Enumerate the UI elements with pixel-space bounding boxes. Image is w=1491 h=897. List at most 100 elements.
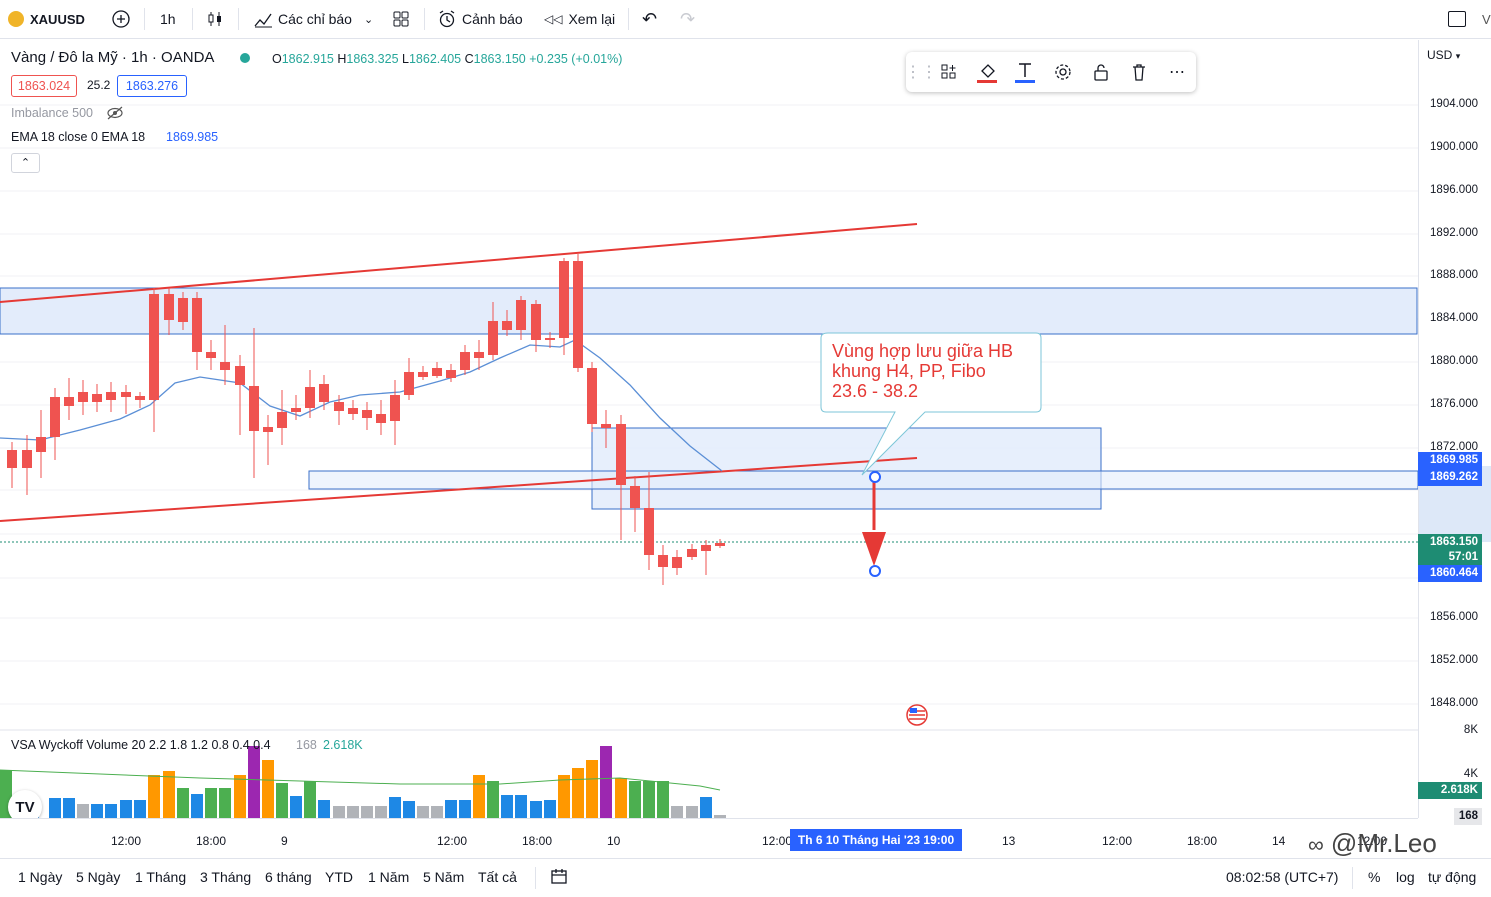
range-button[interactable]: YTD	[325, 869, 353, 885]
chart-canvas[interactable]	[0, 40, 1418, 818]
clock-timezone[interactable]: 08:02:58 (UTC+7)	[1226, 869, 1339, 885]
candle-body	[334, 402, 344, 411]
volume-bar	[163, 771, 175, 818]
volume-bar	[290, 796, 302, 818]
ema-line[interactable]	[0, 339, 723, 472]
upper-trendline[interactable]	[0, 223, 918, 303]
volume-bar	[657, 781, 669, 818]
alerts-button[interactable]: Cảnh báo	[436, 0, 523, 38]
compare-symbol-button[interactable]	[110, 0, 132, 38]
object-tree-icon[interactable]	[938, 61, 960, 83]
volume-value: 2.618K	[323, 738, 363, 752]
calendar-icon	[551, 869, 567, 884]
candles[interactable]	[7, 254, 725, 585]
sell-button[interactable]: 1863.024	[11, 75, 77, 97]
candle-body	[362, 410, 372, 418]
target-price-tag: 1860.464	[1418, 565, 1482, 582]
buy-button[interactable]: 1863.276	[117, 75, 187, 97]
fill-color-icon[interactable]	[976, 61, 998, 83]
candle-body	[644, 508, 654, 555]
range-button[interactable]: Tất cả	[478, 869, 517, 885]
ema-indicator-label[interactable]: EMA 18 close 0 EMA 18	[11, 130, 146, 144]
open-label: O	[272, 52, 282, 66]
auto-scale-toggle[interactable]: tự động	[1428, 869, 1477, 885]
arrow-head[interactable]	[862, 532, 886, 566]
candle-body	[545, 338, 555, 340]
range-button[interactable]: 1 Ngày	[18, 869, 63, 885]
currency-label: USD	[1427, 48, 1453, 62]
range-button[interactable]: 1 Năm	[368, 869, 410, 885]
range-button[interactable]: 1 Tháng	[135, 869, 187, 885]
crosshair-time-tag: Th 6 10 Tháng Hai '23 19:00	[790, 829, 962, 851]
collapse-legend-button[interactable]: ⌃	[11, 153, 40, 173]
fullscreen-button[interactable]	[1448, 0, 1466, 38]
chart-type-button[interactable]	[204, 0, 226, 38]
indicators-button[interactable]: Các chỉ báo	[252, 0, 352, 38]
time-axis-label: 13	[1002, 834, 1016, 848]
volume-bar	[544, 800, 556, 818]
range-button[interactable]: 3 Tháng	[200, 869, 252, 885]
volume-bar	[191, 794, 203, 818]
drag-handle-icon[interactable]: ⋮⋮	[905, 64, 937, 81]
time-axis-label: 14	[1272, 834, 1286, 848]
goto-date-button[interactable]	[550, 867, 568, 888]
volume-bar	[361, 806, 373, 818]
top-toolbar: XAUUSD 1h Các chỉ báo ⌄ Cảnh báo ◁◁ Xem	[0, 0, 1491, 39]
text-color-icon[interactable]	[1014, 61, 1036, 83]
arrow-start-handle[interactable]	[869, 471, 881, 483]
price-scale[interactable]: USD ▾ 1904.000 1900.000 1896.000 1892.000 18…	[1418, 40, 1491, 825]
interval-button[interactable]: 1h	[160, 0, 176, 38]
lock-icon[interactable]	[1090, 61, 1112, 83]
imbalance-indicator-label[interactable]: Imbalance 500	[11, 106, 94, 120]
ohlc-values: O1862.915 H1863.325 L1862.405 C1863.150 …	[272, 52, 622, 66]
candle-body	[404, 372, 414, 395]
level-price-tag: 1869.262	[1418, 469, 1482, 486]
arrow-end-handle[interactable]	[869, 565, 881, 577]
replay-button[interactable]: ◁◁ Xem lại	[544, 0, 615, 38]
volume-count: 168	[296, 738, 317, 752]
more-options-icon[interactable]: ⋯	[1169, 64, 1185, 81]
gear-icon[interactable]	[1052, 61, 1074, 83]
range-button[interactable]: 5 Năm	[423, 869, 465, 885]
level-zone[interactable]	[308, 470, 1418, 490]
volume-bar	[530, 801, 542, 818]
log-toggle[interactable]: log	[1396, 869, 1415, 885]
volume-bar	[304, 781, 316, 818]
candle-body	[418, 372, 428, 377]
market-open-dot	[240, 53, 250, 63]
time-axis-label: 12:00	[1357, 834, 1388, 848]
candle-body	[277, 412, 287, 428]
trash-icon[interactable]	[1128, 61, 1150, 83]
symbol-search[interactable]: XAUUSD	[8, 0, 85, 38]
interval-label: 1h	[160, 11, 176, 27]
indicators-dropdown[interactable]: ⌄	[364, 0, 373, 38]
candle-body	[121, 392, 131, 397]
time-axis[interactable]: 12:00 18:00 9 12:00 18:00 10 12:00 13 12:00 18:00…	[0, 818, 1418, 865]
range-button[interactable]: 6 tháng	[265, 869, 312, 885]
eye-hidden-icon[interactable]	[106, 106, 124, 125]
range-button[interactable]: 5 Ngày	[76, 869, 121, 885]
percent-toggle[interactable]: %	[1368, 869, 1381, 885]
candle-body	[502, 321, 512, 330]
currency-selector[interactable]: USD ▾	[1427, 48, 1460, 62]
callout-line-2: khung H4, PP, Fibo	[832, 361, 986, 381]
chart-pane[interactable]: Vàng / Đô la Mỹ · 1h · OANDA O1862.915 H…	[0, 40, 1418, 818]
supply-zone[interactable]	[0, 287, 1418, 335]
change-value: +0.235 (+0.01%)	[529, 52, 623, 66]
volume-indicator-label[interactable]: VSA Wyckoff Volume 20 2.2 1.8 1.2 0.8 0.…	[11, 738, 271, 752]
tradingview-logo[interactable]: TV	[8, 790, 42, 818]
redo-button[interactable]: ↷	[680, 0, 695, 38]
volume-bar	[91, 804, 103, 818]
lower-trendline[interactable]	[0, 457, 918, 522]
time-axis-label: 18:00	[522, 834, 553, 848]
undo-button[interactable]: ↶	[642, 0, 657, 38]
candle-body	[178, 298, 188, 322]
chevron-down-icon: ▾	[1455, 51, 1461, 61]
price-scale-label: 1856.000	[1430, 611, 1478, 623]
candle-body	[630, 486, 640, 508]
confluence-zone[interactable]	[591, 427, 1102, 510]
callout-box[interactable]	[820, 332, 1042, 476]
layouts-button[interactable]	[390, 0, 412, 38]
volume-bar	[347, 806, 359, 818]
candle-body	[291, 408, 301, 412]
